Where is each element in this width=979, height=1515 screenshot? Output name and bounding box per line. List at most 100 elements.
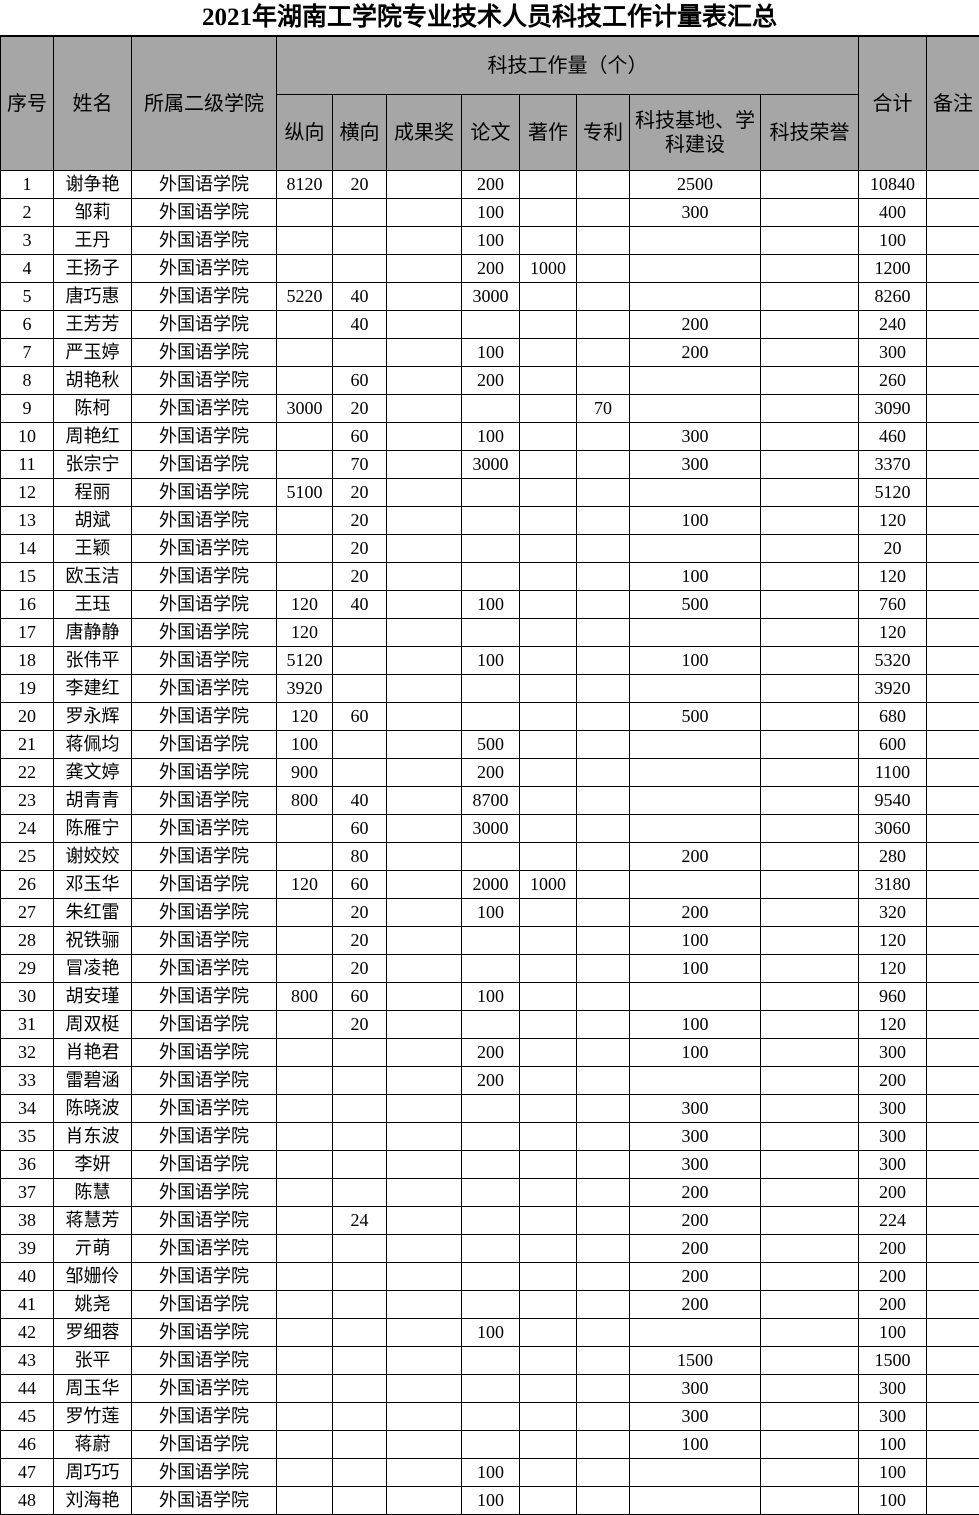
- cell-total: 260: [858, 366, 927, 395]
- cell-total: 1100: [858, 758, 927, 787]
- cell-patent: [576, 842, 630, 871]
- cell-no: 27: [0, 898, 54, 927]
- cell-base-discipline: [629, 394, 761, 423]
- cell-horizontal: 80: [332, 842, 387, 871]
- table-row: 19 李建红 外国语学院 3920 3920: [0, 674, 979, 703]
- cell-patent: [576, 562, 630, 591]
- cell-note: [926, 562, 979, 591]
- cell-paper: [461, 394, 520, 423]
- cell-horizontal: [332, 1094, 387, 1123]
- cell-name: 胡斌: [53, 506, 132, 535]
- cell-total: 300: [858, 1038, 927, 1067]
- cell-no: 32: [0, 1038, 54, 1067]
- cell-vertical: 800: [276, 786, 333, 815]
- cell-achievement-award: [386, 1094, 462, 1123]
- cell-base-discipline: [629, 226, 761, 255]
- cell-vertical: [276, 1374, 333, 1403]
- cell-paper: 3000: [461, 450, 520, 479]
- cell-no: 38: [0, 1206, 54, 1235]
- cell-horizontal: [332, 338, 387, 367]
- cell-note: [926, 954, 979, 983]
- cell-name: 蒋慧芳: [53, 1206, 132, 1235]
- cell-total: 120: [858, 1010, 927, 1039]
- cell-note: [926, 254, 979, 283]
- cell-note: [926, 1066, 979, 1095]
- cell-base-discipline: 200: [629, 1290, 761, 1319]
- cell-book: [519, 674, 577, 703]
- cell-college: 外国语学院: [131, 926, 277, 955]
- header-workload-group: 科技工作量（个）: [276, 36, 859, 95]
- cell-patent: [576, 1038, 630, 1067]
- cell-vertical: [276, 422, 333, 451]
- cell-name: 胡青青: [53, 786, 132, 815]
- cell-paper: [461, 310, 520, 339]
- cell-patent: [576, 282, 630, 311]
- cell-total: 100: [858, 226, 927, 255]
- table-row: 47 周巧巧 外国语学院 100 100: [0, 1458, 979, 1487]
- cell-college: 外国语学院: [131, 1262, 277, 1291]
- cell-book: 1000: [519, 254, 577, 283]
- cell-college: 外国语学院: [131, 1346, 277, 1375]
- cell-honor: [760, 506, 859, 535]
- cell-total: 120: [858, 954, 927, 983]
- cell-achievement-award: [386, 618, 462, 647]
- cell-paper: 100: [461, 1318, 520, 1347]
- cell-honor: [760, 730, 859, 759]
- cell-name: 谢姣姣: [53, 842, 132, 871]
- cell-achievement-award: [386, 366, 462, 395]
- cell-name: 李妍: [53, 1150, 132, 1179]
- cell-achievement-award: [386, 646, 462, 675]
- cell-name: 王扬子: [53, 254, 132, 283]
- cell-total: 200: [858, 1234, 927, 1263]
- cell-honor: [760, 926, 859, 955]
- cell-no: 9: [0, 394, 54, 423]
- table-row: 16 王珏 外国语学院 120 40 100 500 760: [0, 590, 979, 619]
- cell-horizontal: [332, 674, 387, 703]
- cell-total: 1200: [858, 254, 927, 283]
- cell-note: [926, 1374, 979, 1403]
- cell-note: [926, 422, 979, 451]
- cell-vertical: [276, 1318, 333, 1347]
- cell-horizontal: [332, 1178, 387, 1207]
- cell-no: 1: [0, 170, 54, 199]
- cell-book: [519, 534, 577, 563]
- cell-no: 17: [0, 618, 54, 647]
- cell-total: 280: [858, 842, 927, 871]
- cell-note: [926, 590, 979, 619]
- cell-achievement-award: [386, 422, 462, 451]
- cell-horizontal: 20: [332, 562, 387, 591]
- cell-achievement-award: [386, 506, 462, 535]
- cell-vertical: [276, 898, 333, 927]
- cell-paper: 8700: [461, 786, 520, 815]
- cell-vertical: [276, 1234, 333, 1263]
- cell-total: 600: [858, 730, 927, 759]
- cell-college: 外国语学院: [131, 1374, 277, 1403]
- cell-name: 肖东波: [53, 1122, 132, 1151]
- header-no: 序号: [0, 36, 54, 171]
- cell-patent: [576, 1430, 630, 1459]
- cell-name: 王丹: [53, 226, 132, 255]
- cell-name: 张宗宁: [53, 450, 132, 479]
- cell-base-discipline: [629, 1486, 761, 1515]
- cell-note: [926, 1206, 979, 1235]
- cell-book: [519, 758, 577, 787]
- cell-honor: [760, 702, 859, 731]
- cell-vertical: [276, 1290, 333, 1319]
- cell-no: 29: [0, 954, 54, 983]
- cell-name: 罗竹莲: [53, 1402, 132, 1431]
- cell-paper: 3000: [461, 282, 520, 311]
- cell-note: [926, 1486, 979, 1515]
- table-row: 13 胡斌 外国语学院 20 100 120: [0, 506, 979, 535]
- cell-honor: [760, 814, 859, 843]
- cell-college: 外国语学院: [131, 338, 277, 367]
- cell-no: 18: [0, 646, 54, 675]
- cell-name: 张伟平: [53, 646, 132, 675]
- cell-patent: [576, 338, 630, 367]
- cell-no: 43: [0, 1346, 54, 1375]
- cell-honor: [760, 1122, 859, 1151]
- cell-vertical: 3920: [276, 674, 333, 703]
- cell-honor: [760, 1234, 859, 1263]
- cell-vertical: [276, 842, 333, 871]
- cell-college: 外国语学院: [131, 226, 277, 255]
- cell-no: 34: [0, 1094, 54, 1123]
